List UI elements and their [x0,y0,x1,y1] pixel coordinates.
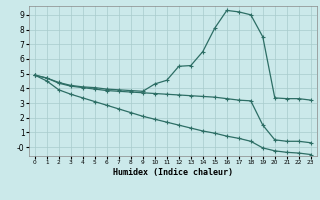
X-axis label: Humidex (Indice chaleur): Humidex (Indice chaleur) [113,168,233,177]
